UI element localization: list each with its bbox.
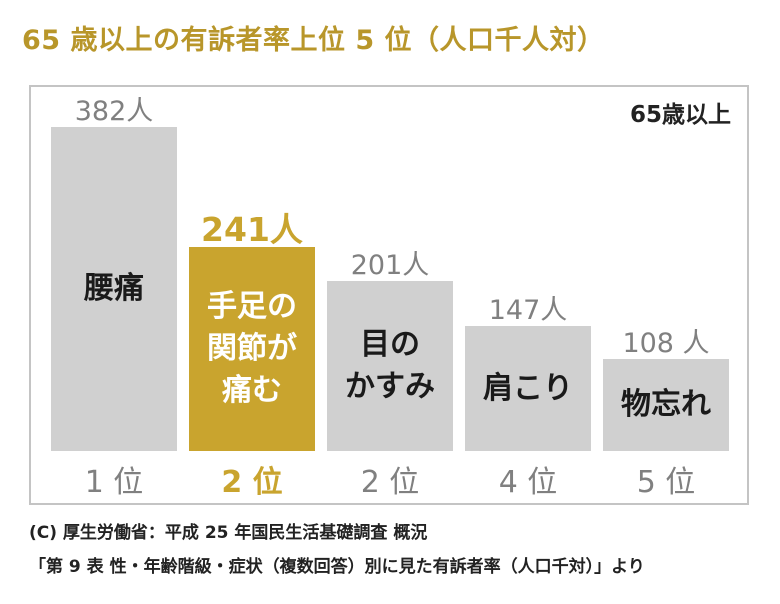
bar-rank-label: 5 位 (636, 465, 696, 500)
bar: 目の かすみ (327, 281, 453, 451)
bar-rank-label: 1 位 (84, 465, 144, 500)
bar: 腰痛 (51, 127, 177, 451)
bar-rank-label: 2 位 (360, 465, 420, 500)
bar-value-label: 108 人 (622, 328, 710, 359)
bar-category-label: 腰痛 (84, 271, 144, 306)
bar-category-label: 肩こり (483, 370, 573, 406)
bar-rank-label: 2 位 (221, 465, 283, 500)
chart-title: 65 歳以上の有訴者率上位 5 位（人口千人対） (22, 25, 605, 56)
bar-value-label: 241人 (201, 210, 303, 249)
bar: 手足の 関節が 痛む (189, 247, 315, 451)
bar-rank-label: 4 位 (498, 465, 558, 500)
bar-value-label: 201人 (350, 250, 430, 281)
bar-category-label: 手足の 関節が 痛む (207, 289, 297, 408)
age-group-label: 65歳以上 (629, 102, 731, 128)
bar-value-label: 147人 (488, 295, 568, 326)
bar-category-label: 目の かすみ (345, 327, 435, 404)
bar: 物忘れ (603, 359, 729, 451)
source-line-2: 「第 9 表 性・年齢階級・症状（複数回答）別に見た有訴者率（人口千対）」より (29, 557, 645, 577)
bar-value-label: 382人 (74, 96, 154, 127)
bar: 肩こり (465, 326, 591, 451)
chart-frame: 65歳以上 腰痛 382人 1 位 手足の 関節が 痛む 241人 2 位 目の かすみ 20… (29, 85, 749, 505)
source-line-1: (C) 厚生労働省：平成 25 年国民生活基礎調査 概況 (29, 523, 428, 543)
bar-category-label: 物忘れ (621, 387, 711, 422)
